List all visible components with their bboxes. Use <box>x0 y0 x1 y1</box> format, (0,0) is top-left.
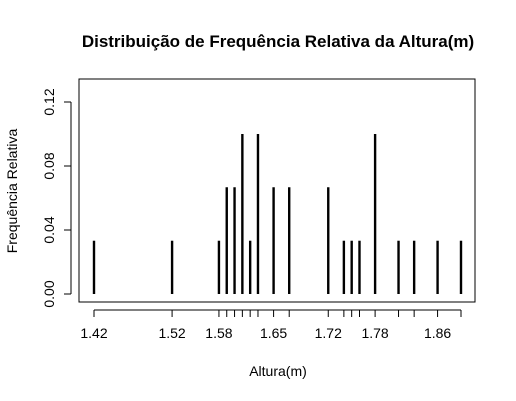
x-axis: 1.42 1.52 1.58 1.65 1.72 1.78 1.86 <box>80 309 462 341</box>
x-tick-label: 1.42 <box>80 325 107 341</box>
y-tick-label: 0.00 <box>41 280 57 307</box>
x-tick-label: 1.65 <box>260 325 287 341</box>
x-tick-label: 1.72 <box>315 325 342 341</box>
x-axis-label: Altura(m) <box>249 363 307 379</box>
chart-title: Distribuição de Frequência Relativa da A… <box>82 32 474 51</box>
x-tick-label: 1.86 <box>424 325 451 341</box>
y-axis: 0.00 0.04 0.08 0.12 <box>41 88 72 308</box>
y-tick-label: 0.04 <box>41 216 57 243</box>
plot-frame <box>78 78 476 303</box>
y-tick-label: 0.08 <box>41 152 57 179</box>
x-tick-label: 1.52 <box>158 325 185 341</box>
y-tick-label: 0.12 <box>41 88 57 115</box>
frequency-marks <box>92 134 463 294</box>
x-tick-label: 1.78 <box>361 325 388 341</box>
y-axis-label: Frequência Relativa <box>4 129 20 254</box>
x-tick-label: 1.58 <box>205 325 232 341</box>
